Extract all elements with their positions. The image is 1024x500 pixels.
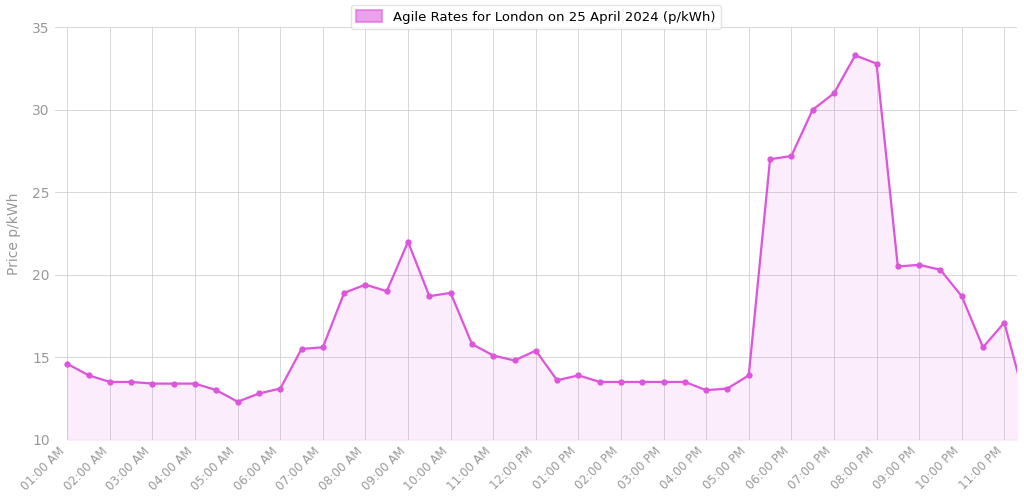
Legend: Agile Rates for London on 25 April 2024 (p/kWh): Agile Rates for London on 25 April 2024 … — [351, 5, 721, 29]
Y-axis label: Price p/kWh: Price p/kWh — [7, 192, 20, 274]
